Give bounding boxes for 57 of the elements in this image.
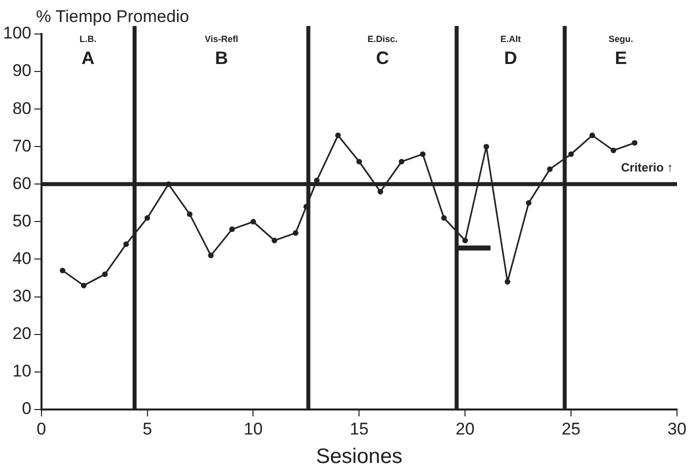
ref-line-label: Criterio ↑: [620, 160, 673, 174]
point: [378, 188, 384, 194]
y-tick-label: 60: [12, 174, 32, 193]
point: [568, 151, 574, 157]
point: [186, 211, 192, 217]
point: [102, 271, 108, 278]
y-axis-title: % Tiempo Promedio: [36, 7, 190, 26]
point: [589, 132, 596, 138]
x-tick-label: 0: [36, 419, 46, 438]
point: [441, 215, 447, 221]
y-tick-label: 20: [12, 324, 32, 344]
annotation: E.Alt: [500, 34, 521, 44]
point: [610, 148, 616, 154]
annotation: B: [214, 48, 228, 68]
point: [484, 144, 490, 150]
point: [123, 241, 129, 248]
annotation: Vis-Refl: [204, 34, 238, 44]
point: [547, 166, 553, 172]
y-tick-label: 10: [12, 362, 32, 381]
point: [272, 238, 278, 244]
x-axis-title: Sesiones: [316, 445, 402, 468]
point: [526, 200, 532, 206]
y-tick-label: 0: [22, 399, 32, 418]
point: [632, 140, 638, 146]
point: [462, 238, 468, 244]
y-tick-label: 70: [12, 136, 32, 156]
point: [398, 158, 404, 164]
x-tick-label: 30: [668, 419, 686, 438]
y-tick-label: 40: [12, 248, 32, 268]
point: [250, 218, 256, 224]
annotation: C: [376, 48, 389, 68]
x-tick-label: 15: [350, 419, 369, 438]
annotation: Segu.: [608, 34, 634, 44]
y-tick-label: 90: [12, 61, 32, 80]
point: [229, 226, 235, 232]
y-tick-label: 50: [12, 211, 32, 230]
point: [144, 215, 150, 221]
point: [335, 132, 341, 138]
point: [504, 278, 510, 285]
x-tick-label: 20: [456, 419, 475, 438]
point: [420, 151, 426, 157]
y-tick-label: 30: [12, 286, 32, 306]
x-tick-label: 25: [562, 419, 581, 438]
point: [292, 230, 298, 236]
point: [356, 158, 362, 164]
annotation: D: [504, 48, 518, 68]
annotation: A: [81, 48, 94, 68]
point: [60, 268, 66, 274]
point: [208, 252, 214, 258]
annotation: E.Disc.: [367, 34, 398, 44]
point: [80, 282, 87, 288]
y-tick-label: 80: [12, 98, 32, 118]
annotation: E: [614, 48, 627, 68]
x-tick-label: 5: [142, 419, 152, 438]
y-tick-label: 100: [2, 24, 32, 43]
annotation: L.B.: [79, 34, 96, 44]
x-tick-label: 10: [244, 419, 263, 438]
